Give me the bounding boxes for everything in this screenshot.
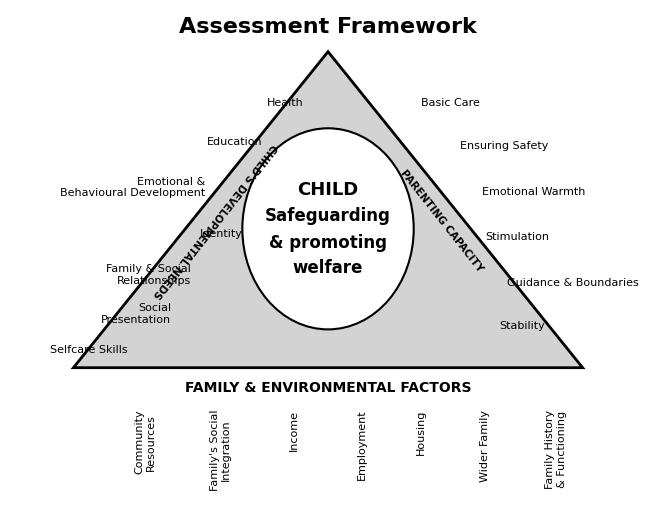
Text: PARENTING CAPACITY: PARENTING CAPACITY [398,168,484,274]
Text: Education: Education [207,136,263,146]
Text: Family & Social
Relationships: Family & Social Relationships [106,264,191,285]
Text: Stimulation: Stimulation [486,232,549,242]
Text: Community
Resources: Community Resources [134,409,155,474]
Text: CHILD'S DEVELOPMENTAL NEEDS: CHILD'S DEVELOPMENTAL NEEDS [151,142,278,300]
Text: Emotional Warmth: Emotional Warmth [482,186,585,196]
Text: welfare: welfare [293,259,363,277]
Text: & promoting: & promoting [269,234,387,251]
Text: Ensuring Safety: Ensuring Safety [460,140,549,150]
Polygon shape [74,53,583,368]
Text: Employment: Employment [357,409,367,480]
Text: Emotional &
Behavioural Development: Emotional & Behavioural Development [60,177,206,198]
Text: Wider Family: Wider Family [480,409,490,481]
Text: Family History
& Functioning: Family History & Functioning [545,409,567,488]
Text: Housing: Housing [416,409,426,454]
Text: Health: Health [267,98,304,108]
Text: Safeguarding: Safeguarding [265,207,391,225]
Text: Stability: Stability [499,320,545,330]
Text: Selfcare Skills: Selfcare Skills [50,344,127,354]
Text: CHILD: CHILD [297,180,358,198]
Ellipse shape [243,129,413,330]
Text: Identity: Identity [200,228,243,238]
Text: Basic Care: Basic Care [421,98,480,108]
Text: Guidance & Boundaries: Guidance & Boundaries [507,277,639,287]
Text: Income: Income [289,409,299,450]
Text: FAMILY & ENVIRONMENTAL FACTORS: FAMILY & ENVIRONMENTAL FACTORS [185,380,471,394]
Text: Family's Social
Integration: Family's Social Integration [210,409,231,490]
Text: Social
Presentation: Social Presentation [101,302,172,324]
Text: Assessment Framework: Assessment Framework [179,17,477,37]
